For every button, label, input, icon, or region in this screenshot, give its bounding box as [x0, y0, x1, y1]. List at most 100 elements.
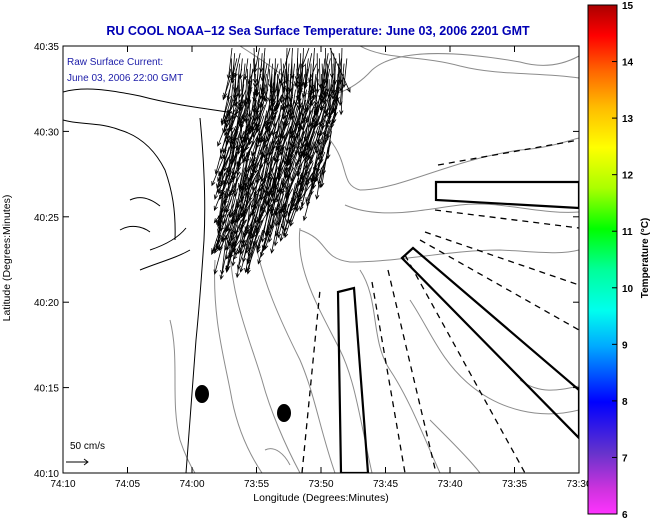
isobath-7 [254, 239, 336, 473]
current-vector [297, 182, 313, 203]
current-vector [222, 79, 231, 101]
current-vector [302, 177, 316, 222]
dashed-line-1 [301, 289, 321, 473]
colorbar-tick-label: 15 [622, 1, 634, 12]
current-vector [218, 157, 229, 177]
radar-beam-outlines [336, 180, 579, 473]
dashed-range-lines [301, 139, 579, 473]
current-vector [282, 136, 291, 165]
colorbar-tick-label: 12 [622, 171, 634, 182]
x-axis-ticks: 74:10 74:05 74:00 73:55 73:50 73:45 73:40 73:35… [50, 46, 592, 490]
current-vector [221, 99, 230, 124]
colorbar-ticks: 15 14 13 12 11 10 9 8 7 6 [612, 1, 634, 519]
dashed-line-8 [437, 139, 579, 166]
current-vector [284, 198, 298, 239]
isobath-2 [359, 46, 579, 79]
current-vector [225, 240, 241, 260]
x-tick-label: 73:50 [308, 479, 333, 490]
station-marker-1 [195, 385, 209, 403]
current-vector [255, 99, 268, 134]
current-vector [226, 63, 235, 101]
x-tick-label: 74:05 [115, 479, 140, 490]
current-vector [237, 235, 249, 270]
current-vector [245, 219, 259, 254]
current-vector [331, 94, 338, 114]
current-vector [301, 47, 310, 69]
isobath-14 [169, 319, 196, 473]
x-tick-label: 73:40 [437, 479, 462, 490]
dashed-line-5 [419, 239, 579, 331]
current-vector [315, 167, 322, 200]
colorbar-tick-label: 13 [622, 114, 634, 125]
current-vector [284, 151, 298, 191]
current-vector [277, 209, 287, 239]
y-tick-label: 40:30 [34, 127, 59, 138]
station-marker-2 [277, 404, 291, 422]
current-vector [279, 203, 290, 242]
current-vector [211, 151, 227, 187]
current-vector [291, 110, 306, 149]
current-vector [225, 240, 235, 272]
current-vector [260, 224, 272, 258]
vector-scale-arrowhead [83, 458, 89, 466]
current-vector [289, 188, 305, 227]
current-vector [307, 141, 315, 161]
current-vector [317, 58, 323, 89]
current-vector [235, 235, 244, 279]
beam-outline-southeast [400, 246, 579, 440]
current-vector [311, 79, 316, 101]
current-vector [266, 157, 273, 182]
current-vector [217, 120, 229, 147]
colorbar-tick-label: 10 [622, 284, 634, 295]
current-vector [257, 229, 269, 265]
y-tick-label: 40:10 [34, 469, 59, 480]
current-vector [256, 229, 264, 250]
isobath-15 [264, 448, 291, 466]
colorbar-tick-label: 7 [622, 453, 628, 464]
x-tick-label: 74:10 [50, 479, 75, 490]
current-vector [232, 240, 246, 261]
current-vector [282, 193, 296, 237]
current-vector [244, 240, 252, 274]
y-tick-label: 40:25 [34, 213, 59, 224]
current-vector [217, 151, 232, 182]
current-vector [318, 162, 325, 189]
current-vector [252, 105, 265, 132]
current-vector [300, 183, 307, 208]
y-axis-ticks: 40:35 40:30 40:25 40:20 40:15 40:10 [34, 42, 579, 480]
dashed-line-4 [404, 254, 526, 473]
isobath-9 [214, 259, 263, 473]
current-vector [339, 73, 344, 116]
y-axis-label: Latitude (Degrees:Minutes) [1, 195, 13, 322]
colorbar-tick-label: 9 [622, 340, 628, 351]
current-vector [308, 136, 319, 160]
coastline-marsh-edge [119, 197, 161, 233]
coastline-river-inlet [139, 227, 191, 271]
x-tick-label: 74:00 [179, 479, 204, 490]
colorbar-label: Temperature (°C) [640, 218, 651, 299]
current-vector [305, 172, 319, 203]
current-vector [270, 209, 281, 254]
colorbar-tick-label: 6 [622, 510, 628, 519]
current-vector [213, 240, 224, 275]
vector-scale-label: 50 cm/s [70, 441, 105, 452]
map-background [63, 46, 579, 473]
current-vector [239, 229, 253, 273]
colorbar-tick-label: 8 [622, 397, 628, 408]
current-annotation-line1: Raw Surface Current: [67, 57, 163, 68]
y-tick-label: 40:35 [34, 42, 59, 53]
x-axis-label: Longitude (Degrees:Minutes) [253, 492, 388, 504]
current-vector [211, 235, 222, 256]
coastline-sandy-hook [185, 117, 206, 473]
surface-current-vectors [211, 47, 351, 281]
isobath-12 [429, 419, 481, 473]
current-vector [278, 47, 291, 84]
map-plot-area: Raw Surface Current: June 03, 2006 22:00… [63, 46, 579, 473]
dashed-line-6 [424, 231, 579, 286]
x-tick-label: 73:55 [244, 479, 269, 490]
current-vector [219, 240, 230, 281]
current-vector [264, 79, 270, 103]
current-vector [238, 58, 243, 80]
x-tick-label: 73:30 [566, 479, 591, 490]
x-tick-label: 73:35 [502, 479, 527, 490]
